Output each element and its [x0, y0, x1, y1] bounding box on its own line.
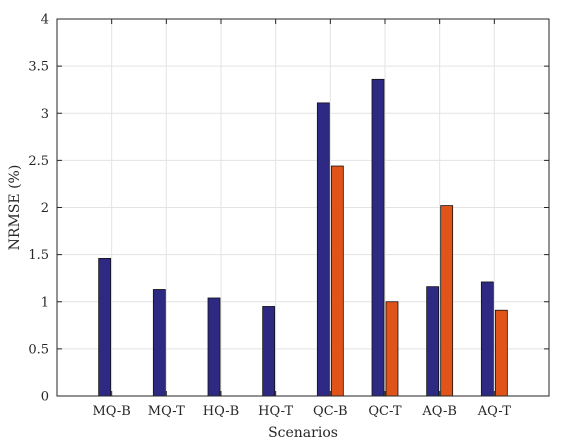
- bar-series-1: [426, 286, 440, 397]
- bar-series-2: [385, 301, 399, 397]
- bar-series-1: [152, 289, 166, 397]
- x-tick-label: AQ-T: [477, 404, 511, 419]
- bar-series-1: [207, 297, 221, 397]
- y-tick-label: 1: [41, 295, 49, 310]
- bar-series-2: [330, 165, 344, 397]
- x-tick-label: MQ-T: [148, 404, 185, 419]
- bar-series-1: [262, 306, 276, 397]
- x-tick-label: AQ-B: [421, 404, 456, 419]
- x-tick-label: HQ-B: [203, 404, 239, 419]
- y-tick-label: 2: [41, 201, 49, 216]
- axis-ticks: 0 0.5 1 1.5 2 2.5 3 3.5 4 MQ-B MQ-T HQ-B HQ-T QC-B QC-…: [28, 13, 549, 419]
- y-tick-label: 4: [41, 13, 49, 28]
- y-tick-label: 3: [41, 107, 49, 122]
- bar-series-1: [371, 78, 385, 397]
- y-tick-label: 3.5: [28, 60, 49, 75]
- bar-series-2: [494, 309, 508, 397]
- y-tick-label: 0: [41, 390, 49, 405]
- bar-series-2: [440, 205, 454, 397]
- bar-series-1: [316, 102, 330, 397]
- x-tick-label: QC-B: [313, 404, 348, 419]
- y-tick-label: 1.5: [28, 248, 49, 263]
- x-axis-label: Scenarios: [268, 425, 338, 441]
- x-tick-label: MQ-B: [92, 404, 130, 419]
- bar-series-1: [98, 257, 112, 397]
- x-tick-label: HQ-T: [258, 404, 293, 419]
- y-tick-label: 2.5: [28, 154, 49, 169]
- y-tick-label: 0.5: [28, 342, 49, 357]
- y-axis-label: NRMSE (%): [7, 165, 23, 251]
- bar-series-1: [480, 281, 494, 397]
- x-tick-label: QC-T: [368, 404, 402, 419]
- grid-lines: [57, 18, 549, 397]
